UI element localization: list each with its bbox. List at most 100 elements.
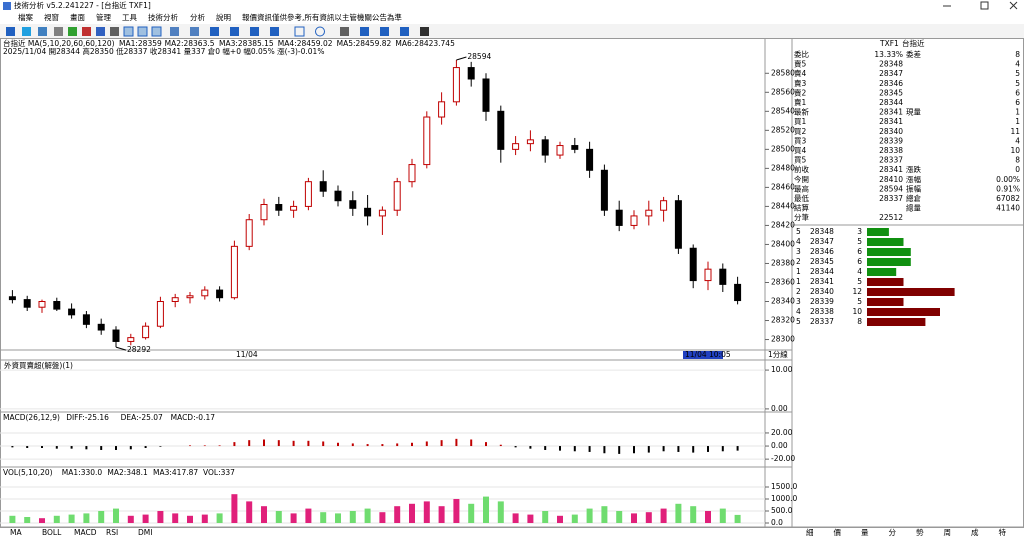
volume-bar bbox=[675, 503, 682, 523]
tool-icon[interactable] bbox=[230, 27, 239, 36]
menu-item[interactable]: 視窗 bbox=[44, 12, 59, 22]
chart-tab[interactable]: BOLL bbox=[42, 528, 62, 537]
indicator-label: MA2:28363.5 bbox=[165, 39, 215, 48]
book-bar bbox=[867, 228, 889, 236]
chart-tab[interactable]: DMI bbox=[138, 528, 152, 537]
quote-tab[interactable]: 價 bbox=[834, 528, 842, 537]
book-bar bbox=[867, 278, 904, 286]
quote-tab[interactable]: 分 bbox=[889, 528, 897, 537]
tool-icon[interactable] bbox=[151, 26, 162, 37]
quote-label: 總量 bbox=[906, 203, 921, 213]
quote-tab[interactable]: 周 bbox=[944, 528, 952, 537]
candle-body bbox=[452, 67, 460, 103]
maximize[interactable] bbox=[980, 1, 989, 10]
quote-tab[interactable]: 量 bbox=[861, 528, 869, 537]
volume-bar bbox=[216, 513, 223, 523]
volume-bar bbox=[631, 513, 637, 523]
indicator-label: VOL(5,10,20) bbox=[3, 468, 53, 477]
tool-icon[interactable] bbox=[38, 27, 47, 36]
quote-value: 28346 bbox=[879, 79, 903, 88]
tool-icon[interactable] bbox=[250, 27, 259, 36]
menu-item[interactable]: 技術分析 bbox=[148, 12, 178, 22]
y-tick-label: 28360 bbox=[771, 277, 795, 286]
quote-qty: 8 bbox=[1015, 156, 1020, 165]
menu-item[interactable]: 工具 bbox=[122, 13, 137, 22]
y-tick-label: 28420 bbox=[771, 220, 795, 229]
book-price: 28340 bbox=[810, 287, 834, 296]
tool-icon[interactable] bbox=[110, 27, 119, 36]
y-tick-label: 28500 bbox=[771, 144, 795, 153]
candle-body bbox=[467, 67, 475, 80]
quote-label: 結算 bbox=[794, 203, 809, 213]
volume-bar bbox=[83, 513, 90, 523]
quote-label: 總倉 bbox=[906, 193, 921, 203]
tool-icon[interactable] bbox=[380, 27, 389, 36]
candle-body bbox=[364, 207, 372, 217]
quote-label: 最高 bbox=[794, 183, 809, 193]
chart-tab[interactable]: RSI bbox=[106, 528, 118, 537]
tool-icon[interactable] bbox=[170, 27, 179, 36]
bar-info: 2025/11/04 開28344 高28350 低28337 收28341 量… bbox=[3, 46, 324, 56]
quote-tab[interactable]: 特 bbox=[999, 527, 1007, 537]
tool-icon[interactable] bbox=[22, 27, 31, 36]
tool-icon[interactable] bbox=[340, 27, 349, 36]
y-tick-label: 28320 bbox=[771, 316, 795, 325]
menu-item[interactable]: 分析 bbox=[190, 12, 205, 22]
chart-tab[interactable]: MA bbox=[10, 528, 22, 537]
quote-label: 買1 bbox=[794, 117, 806, 126]
y-tick-label: 10.00 bbox=[771, 365, 793, 374]
candle-body bbox=[497, 110, 505, 150]
tool-icon[interactable] bbox=[6, 27, 15, 36]
tool-icon[interactable] bbox=[68, 27, 77, 36]
y-tick-label: 28400 bbox=[771, 239, 795, 248]
volume-bar bbox=[364, 508, 371, 523]
close[interactable] bbox=[1009, 1, 1018, 10]
quote-value: 28339 bbox=[879, 136, 903, 145]
quote-value: 28341 bbox=[879, 108, 903, 117]
chart-tab[interactable]: MACD bbox=[74, 528, 97, 537]
y-tick-label: 1500.0 bbox=[771, 482, 797, 491]
tool-icon[interactable] bbox=[315, 26, 325, 37]
volume-bar bbox=[157, 510, 164, 523]
quote-tab[interactable]: 勢 bbox=[916, 527, 924, 537]
book-level: 1 bbox=[796, 277, 801, 286]
volume-bar bbox=[246, 501, 253, 523]
menu-item[interactable]: 檔案 bbox=[18, 12, 33, 22]
menu-item[interactable]: 畫面 bbox=[70, 12, 85, 22]
tool-icon[interactable] bbox=[137, 26, 148, 37]
quote-value: 28594 bbox=[879, 184, 903, 193]
menu-item[interactable]: 管理 bbox=[96, 12, 111, 22]
tool-icon[interactable] bbox=[400, 27, 409, 36]
book-bar bbox=[867, 248, 911, 256]
tool-icon[interactable] bbox=[190, 27, 199, 36]
y-tick-label: 28340 bbox=[771, 297, 795, 306]
quote-value: 41140 bbox=[996, 204, 1020, 213]
tool-icon[interactable] bbox=[210, 27, 219, 36]
tool-icon[interactable] bbox=[54, 27, 63, 36]
candle-body bbox=[512, 143, 520, 150]
high-pointer bbox=[456, 56, 467, 61]
volume-bar bbox=[335, 513, 341, 523]
candle-body bbox=[319, 181, 327, 192]
candle-body bbox=[393, 181, 401, 211]
quote-tab[interactable]: 成 bbox=[971, 527, 979, 537]
tool-icon[interactable] bbox=[360, 27, 369, 36]
tool-icon[interactable] bbox=[123, 26, 134, 37]
tool-icon[interactable] bbox=[96, 27, 105, 36]
book-bar bbox=[867, 238, 904, 246]
quote-label: 賣1 bbox=[794, 97, 806, 107]
tool-icon[interactable] bbox=[420, 27, 429, 36]
quote-tab[interactable]: 細 bbox=[806, 527, 814, 537]
y-tick-label: 0.00 bbox=[771, 441, 788, 450]
quote-qty: 1 bbox=[1015, 117, 1020, 126]
indicator-label: MA2:348.1 bbox=[107, 468, 148, 477]
menu-item[interactable]: 說明 bbox=[216, 12, 231, 22]
menu-item[interactable]: 報價資訊僅供參考,所有資訊以主管機關公告為準 bbox=[242, 12, 402, 22]
tool-icon[interactable] bbox=[82, 27, 91, 36]
tool-icon[interactable] bbox=[270, 27, 279, 36]
quote-qty: 6 bbox=[1015, 88, 1020, 97]
book-level: 3 bbox=[796, 247, 801, 256]
indicator-label: VOL:337 bbox=[203, 468, 235, 477]
tool-icon[interactable] bbox=[294, 26, 305, 37]
book-price: 28346 bbox=[810, 247, 834, 256]
